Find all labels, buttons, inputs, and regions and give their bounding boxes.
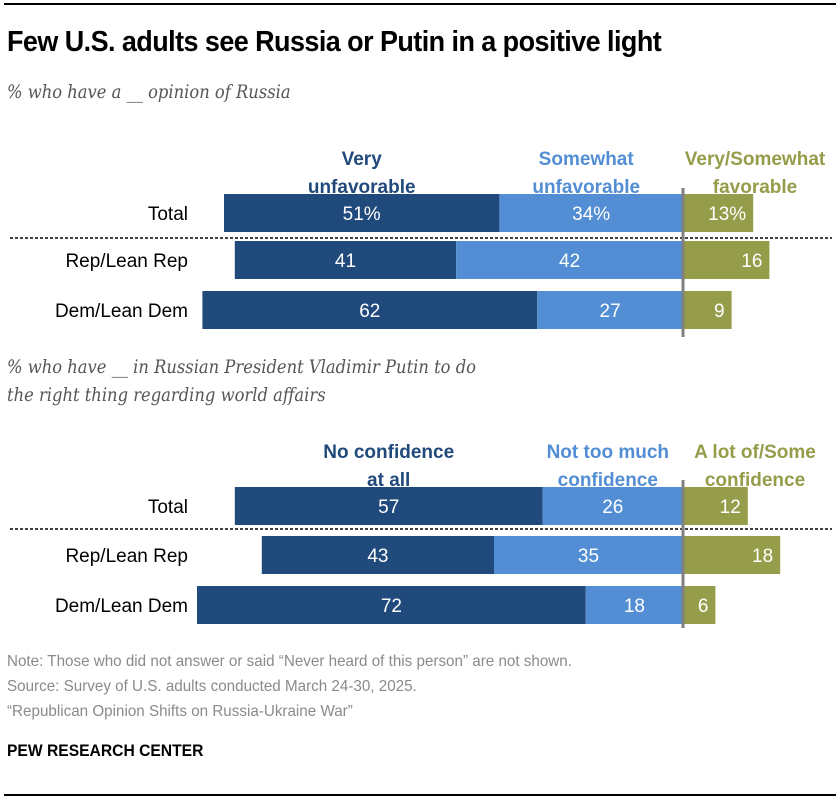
bar-segment-1-0-dark bbox=[234, 487, 543, 525]
category-label-dem-lean-dem: Dem/Lean Dem bbox=[55, 301, 188, 322]
data-label-1-2-light: 18 bbox=[624, 596, 645, 617]
data-label-0-1-light: 42 bbox=[559, 251, 580, 272]
data-label-0-1-positive: 16 bbox=[741, 251, 762, 272]
note-text: Note: Those who did not answer or said “… bbox=[7, 653, 572, 670]
bar-segment-1-1-light bbox=[494, 536, 683, 574]
bar-segment-1-2-dark bbox=[197, 586, 586, 624]
category-label-rep-lean-rep: Rep/Lean Rep bbox=[65, 251, 188, 272]
bar-segment-0-2-dark bbox=[202, 291, 538, 329]
data-label-0-0-positive: 13% bbox=[708, 204, 746, 225]
data-label-1-0-light: 26 bbox=[602, 497, 623, 518]
legend-label-2-line-1: Not too much bbox=[547, 442, 669, 463]
bar-segment-0-1-dark bbox=[234, 241, 457, 279]
report-text: “Republican Opinion Shifts on Russia-Ukr… bbox=[7, 703, 353, 720]
category-label-total: Total bbox=[148, 497, 188, 518]
brand-logo-text: PEW RESEARCH CENTER bbox=[7, 741, 204, 760]
bar-segment-0-0-dark bbox=[224, 194, 500, 232]
data-label-1-1-light: 35 bbox=[578, 546, 599, 567]
data-label-0-0-light: 34% bbox=[572, 204, 610, 225]
bar-segment-1-2-positive bbox=[683, 586, 716, 624]
legend-label-1-line-2: unfavorable bbox=[308, 177, 416, 198]
legend-label-3-line-2: confidence bbox=[705, 470, 805, 491]
bar-segment-0-1-light bbox=[456, 241, 683, 279]
subtitle-russia: % who have a __ opinion of Russia bbox=[7, 81, 291, 103]
bar-segment-1-1-positive bbox=[683, 536, 781, 574]
bar-segment-1-2-light bbox=[585, 586, 683, 624]
legend-label-2-line-2: unfavorable bbox=[532, 177, 640, 198]
category-label-dem-lean-dem: Dem/Lean Dem bbox=[55, 596, 188, 617]
top-rule bbox=[4, 3, 836, 5]
bottom-rule bbox=[4, 794, 836, 796]
data-label-0-0-dark: 51% bbox=[343, 204, 381, 225]
bar-segment-0-0-positive bbox=[683, 194, 754, 232]
bar-segment-0-0-light bbox=[499, 194, 683, 232]
source-text: Source: Survey of U.S. adults conducted … bbox=[7, 678, 417, 695]
data-label-1-2-positive: 6 bbox=[698, 596, 709, 617]
data-label-0-2-dark: 62 bbox=[359, 301, 380, 322]
legend-label-3-line-2: favorable bbox=[713, 177, 797, 198]
footnotes: Note: Those who did not answer or said “… bbox=[7, 649, 572, 724]
category-label-total: Total bbox=[148, 204, 188, 225]
data-label-1-2-dark: 72 bbox=[381, 596, 402, 617]
legend-label-2-line-1: Somewhat bbox=[539, 149, 635, 170]
subtitle-putin-line-1: % who have __ in Russian President Vladi… bbox=[7, 356, 476, 378]
data-label-0-2-positive: 9 bbox=[714, 301, 725, 322]
legend-label-3-line-1: A lot of/Some bbox=[694, 442, 816, 463]
bar-segment-0-2-positive bbox=[683, 291, 732, 329]
data-label-1-0-positive: 12 bbox=[720, 497, 741, 518]
legend-label-3-line-1: Very/Somewhat bbox=[685, 149, 826, 170]
legend-label-2-line-2: confidence bbox=[558, 470, 658, 491]
data-label-1-1-dark: 43 bbox=[367, 546, 388, 567]
data-label-0-1-dark: 41 bbox=[335, 251, 356, 272]
legend-label-1-line-1: Very bbox=[342, 149, 383, 170]
data-label-1-1-positive: 18 bbox=[752, 546, 773, 567]
chart-title: Few U.S. adults see Russia or Putin in a… bbox=[7, 26, 662, 58]
bar-segment-0-2-light bbox=[537, 291, 683, 329]
bar-segment-1-0-light bbox=[542, 487, 683, 525]
bar-segment-1-0-positive bbox=[683, 487, 748, 525]
bar-segment-1-1-dark bbox=[261, 536, 494, 574]
data-label-1-0-dark: 57 bbox=[378, 497, 399, 518]
bar-segment-0-1-positive bbox=[683, 241, 770, 279]
legend-label-1-line-1: No confidence bbox=[323, 442, 454, 463]
legend-label-1-line-2: at all bbox=[367, 470, 410, 491]
subtitle-putin-line-2: the right thing regarding world affairs bbox=[7, 384, 326, 406]
category-label-rep-lean-rep: Rep/Lean Rep bbox=[65, 546, 188, 567]
data-label-0-2-light: 27 bbox=[600, 301, 621, 322]
